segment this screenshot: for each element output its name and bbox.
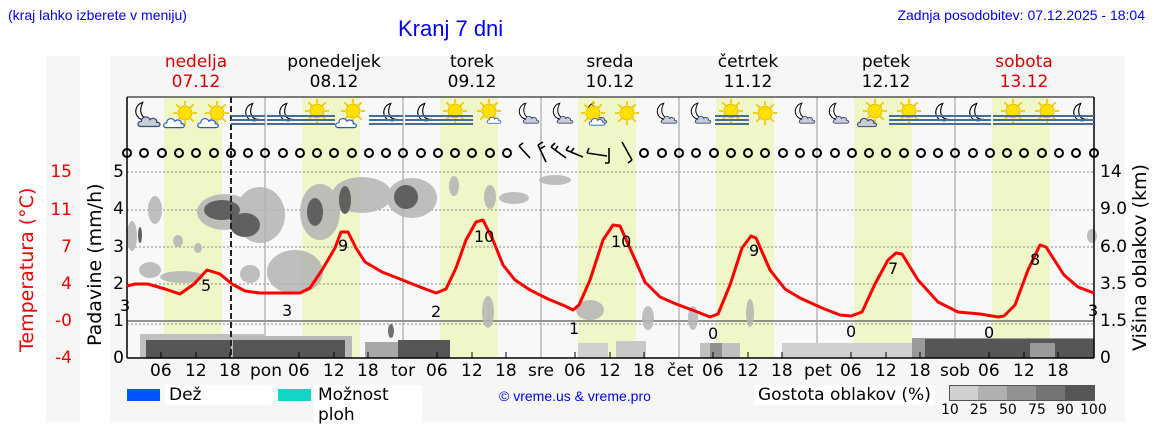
cloud-tick: 6.0 <box>1100 237 1128 257</box>
density-label: 100 <box>1080 402 1107 418</box>
svg-text:5: 5 <box>201 276 211 295</box>
storm-legend-label: Možnost ploh <box>314 385 422 425</box>
x-tick: 18 <box>1047 361 1069 381</box>
day-header-0: nedelja 07.12 <box>164 52 228 92</box>
x-tick: 06 <box>702 361 724 381</box>
svg-text:0: 0 <box>984 323 994 342</box>
density-25 <box>978 385 1007 401</box>
x-tick: 06 <box>288 361 310 381</box>
svg-text:7: 7 <box>888 259 898 278</box>
x-tick: 12 <box>599 361 621 381</box>
cloud-axis-title: Višina oblakov (km) <box>1129 164 1151 351</box>
temp-axis-title: Temperatura (°C) <box>16 187 38 352</box>
day-header-1: ponedeljek 08.12 <box>287 52 381 92</box>
cloud-density-title: Gostota oblakov (%) <box>754 385 935 405</box>
density-10 <box>949 385 979 401</box>
prec-tick: 2 <box>113 274 124 294</box>
density-50 <box>1007 385 1036 401</box>
svg-text:8: 8 <box>1030 250 1040 269</box>
svg-text:9: 9 <box>749 241 759 260</box>
svg-text:0: 0 <box>708 324 718 343</box>
temp-tick: 4 <box>61 274 72 294</box>
svg-text:0: 0 <box>846 322 856 341</box>
day-header-4: četrtek 11.12 <box>717 52 779 92</box>
x-tick: 18 <box>357 361 379 381</box>
page-title: Kranj 7 dni <box>398 16 504 41</box>
x-tick: 12 <box>737 361 759 381</box>
svg-text:2: 2 <box>431 302 441 321</box>
x-tick: 12 <box>875 361 897 381</box>
temp-tick: -4 <box>55 348 72 368</box>
day-header-3: sreda 10.12 <box>585 52 635 92</box>
day-header-6: sobota 13.12 <box>995 52 1053 92</box>
svg-text:1: 1 <box>569 319 579 338</box>
x-tick: 18 <box>633 361 655 381</box>
x-tick: pon <box>250 361 282 381</box>
x-tick: 18 <box>495 361 517 381</box>
svg-text:10: 10 <box>611 232 631 251</box>
day-header-2: torek 09.12 <box>447 52 497 92</box>
x-tick: 12 <box>461 361 483 381</box>
density-label: 90 <box>1056 402 1074 418</box>
cloud-tick: 1.5 <box>1100 311 1128 331</box>
density-label: 25 <box>970 402 988 418</box>
temperature-line <box>126 218 1095 319</box>
x-tick: 18 <box>771 361 793 381</box>
svg-text:3: 3 <box>282 301 292 320</box>
last-updated: Zadnja posodobitev: 07.12.2025 - 18:04 <box>897 7 1145 23</box>
x-tick: 12 <box>1013 361 1035 381</box>
cloud-tick: 3.5 <box>1100 274 1128 294</box>
x-tick: 18 <box>219 361 241 381</box>
x-tick: 06 <box>564 361 586 381</box>
x-tick: 12 <box>323 361 345 381</box>
day-header-5: petek 12.12 <box>861 52 911 92</box>
x-tick: čet <box>667 361 694 381</box>
x-tick: sre <box>528 361 554 381</box>
temp-axis-panel <box>46 56 80 422</box>
x-tick: 06 <box>840 361 862 381</box>
cloud-tick: 9.0 <box>1100 199 1128 219</box>
rain-legend-label: Dež <box>165 385 273 405</box>
prec-tick: 5 <box>113 162 124 182</box>
cloud-tick: 14 <box>1100 162 1122 182</box>
wind-barbs <box>518 141 633 164</box>
x-tick: pet <box>804 361 832 381</box>
location-menu-hint[interactable]: (kraj lahko izberete v meniju) <box>8 7 187 23</box>
x-tick: 12 <box>185 361 207 381</box>
temp-tick: -0 <box>55 311 72 331</box>
prec-axis-title: Padavine (mm/h) <box>84 183 106 346</box>
cloud-tick: 0 <box>1100 348 1111 368</box>
density-label: 10 <box>941 402 959 418</box>
storm-swatch <box>278 389 311 401</box>
density-label: 50 <box>999 402 1017 418</box>
svg-text:10: 10 <box>474 227 494 246</box>
density-label: 75 <box>1028 402 1046 418</box>
prec-tick: 0 <box>113 348 124 368</box>
copyright-link[interactable]: © vreme.us & vreme.pro <box>499 388 651 404</box>
density-75 <box>1036 385 1065 401</box>
x-tick: 06 <box>978 361 1000 381</box>
x-tick: 18 <box>909 361 931 381</box>
x-tick: tor <box>391 361 416 381</box>
wind-row <box>122 148 1099 158</box>
svg-text:3: 3 <box>1088 301 1098 320</box>
svg-text:9: 9 <box>338 236 348 255</box>
density-90 <box>1065 385 1095 401</box>
temp-label-min: 3 <box>120 296 130 315</box>
x-tick: 06 <box>150 361 172 381</box>
temp-tick: 7 <box>61 237 72 257</box>
temp-tick: 15 <box>50 162 72 182</box>
temp-tick: 11 <box>50 200 72 220</box>
prec-tick: 3 <box>113 237 124 257</box>
prec-tick: 4 <box>113 199 124 219</box>
prec-tick: 1 <box>113 311 124 331</box>
x-tick: sob <box>940 361 971 381</box>
x-tick: 06 <box>426 361 448 381</box>
rain-swatch <box>127 389 160 401</box>
